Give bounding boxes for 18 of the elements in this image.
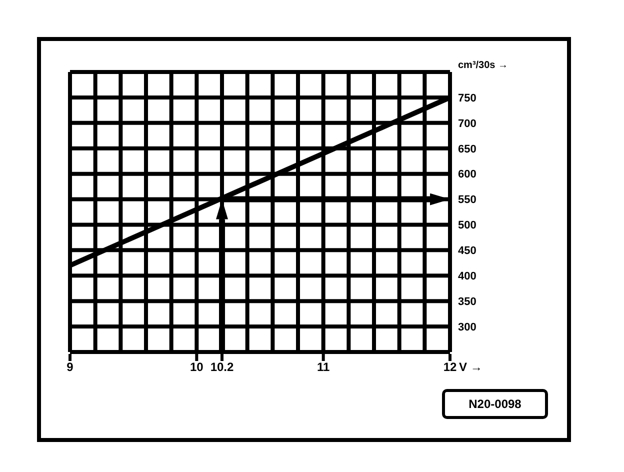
y-tick-label: 500: [458, 220, 476, 232]
x-tick-label: 10.2: [210, 360, 234, 374]
y-tick-label: 750: [458, 92, 476, 104]
x-tick-label: 10: [190, 360, 204, 374]
y-tick-label: 450: [458, 245, 476, 258]
y-tick-label: 700: [458, 118, 476, 130]
x-tick-label: 12: [443, 360, 457, 374]
y-tick-label: 650: [458, 143, 476, 156]
y-tick-label: 550: [458, 194, 476, 206]
y-tick-label: 600: [458, 168, 476, 181]
text: N20-0098: [468, 397, 522, 411]
y-tick-label: 350: [458, 296, 476, 308]
x-tick-label: 9: [66, 360, 74, 374]
y-tick-label: 400: [458, 270, 476, 283]
x-tick-label: 11: [316, 360, 330, 374]
y-tick-label: 300: [458, 321, 476, 334]
x-axis-title: V →: [459, 360, 482, 374]
y-axis-title: cm³/30s →: [458, 60, 508, 71]
